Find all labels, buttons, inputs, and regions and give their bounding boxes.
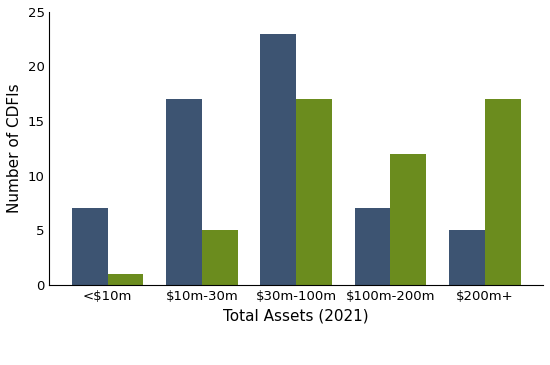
Bar: [485, 99, 521, 285]
Bar: [260, 34, 296, 285]
Bar: [355, 208, 390, 285]
Bar: [449, 230, 485, 285]
Bar: [390, 154, 426, 285]
Bar: [296, 99, 332, 285]
Bar: [202, 230, 238, 285]
Bar: [108, 274, 144, 285]
Bar: [72, 208, 108, 285]
Bar: [166, 99, 202, 285]
Y-axis label: Number of CDFIs: Number of CDFIs: [7, 84, 22, 213]
X-axis label: Total Assets (2021): Total Assets (2021): [223, 308, 369, 323]
